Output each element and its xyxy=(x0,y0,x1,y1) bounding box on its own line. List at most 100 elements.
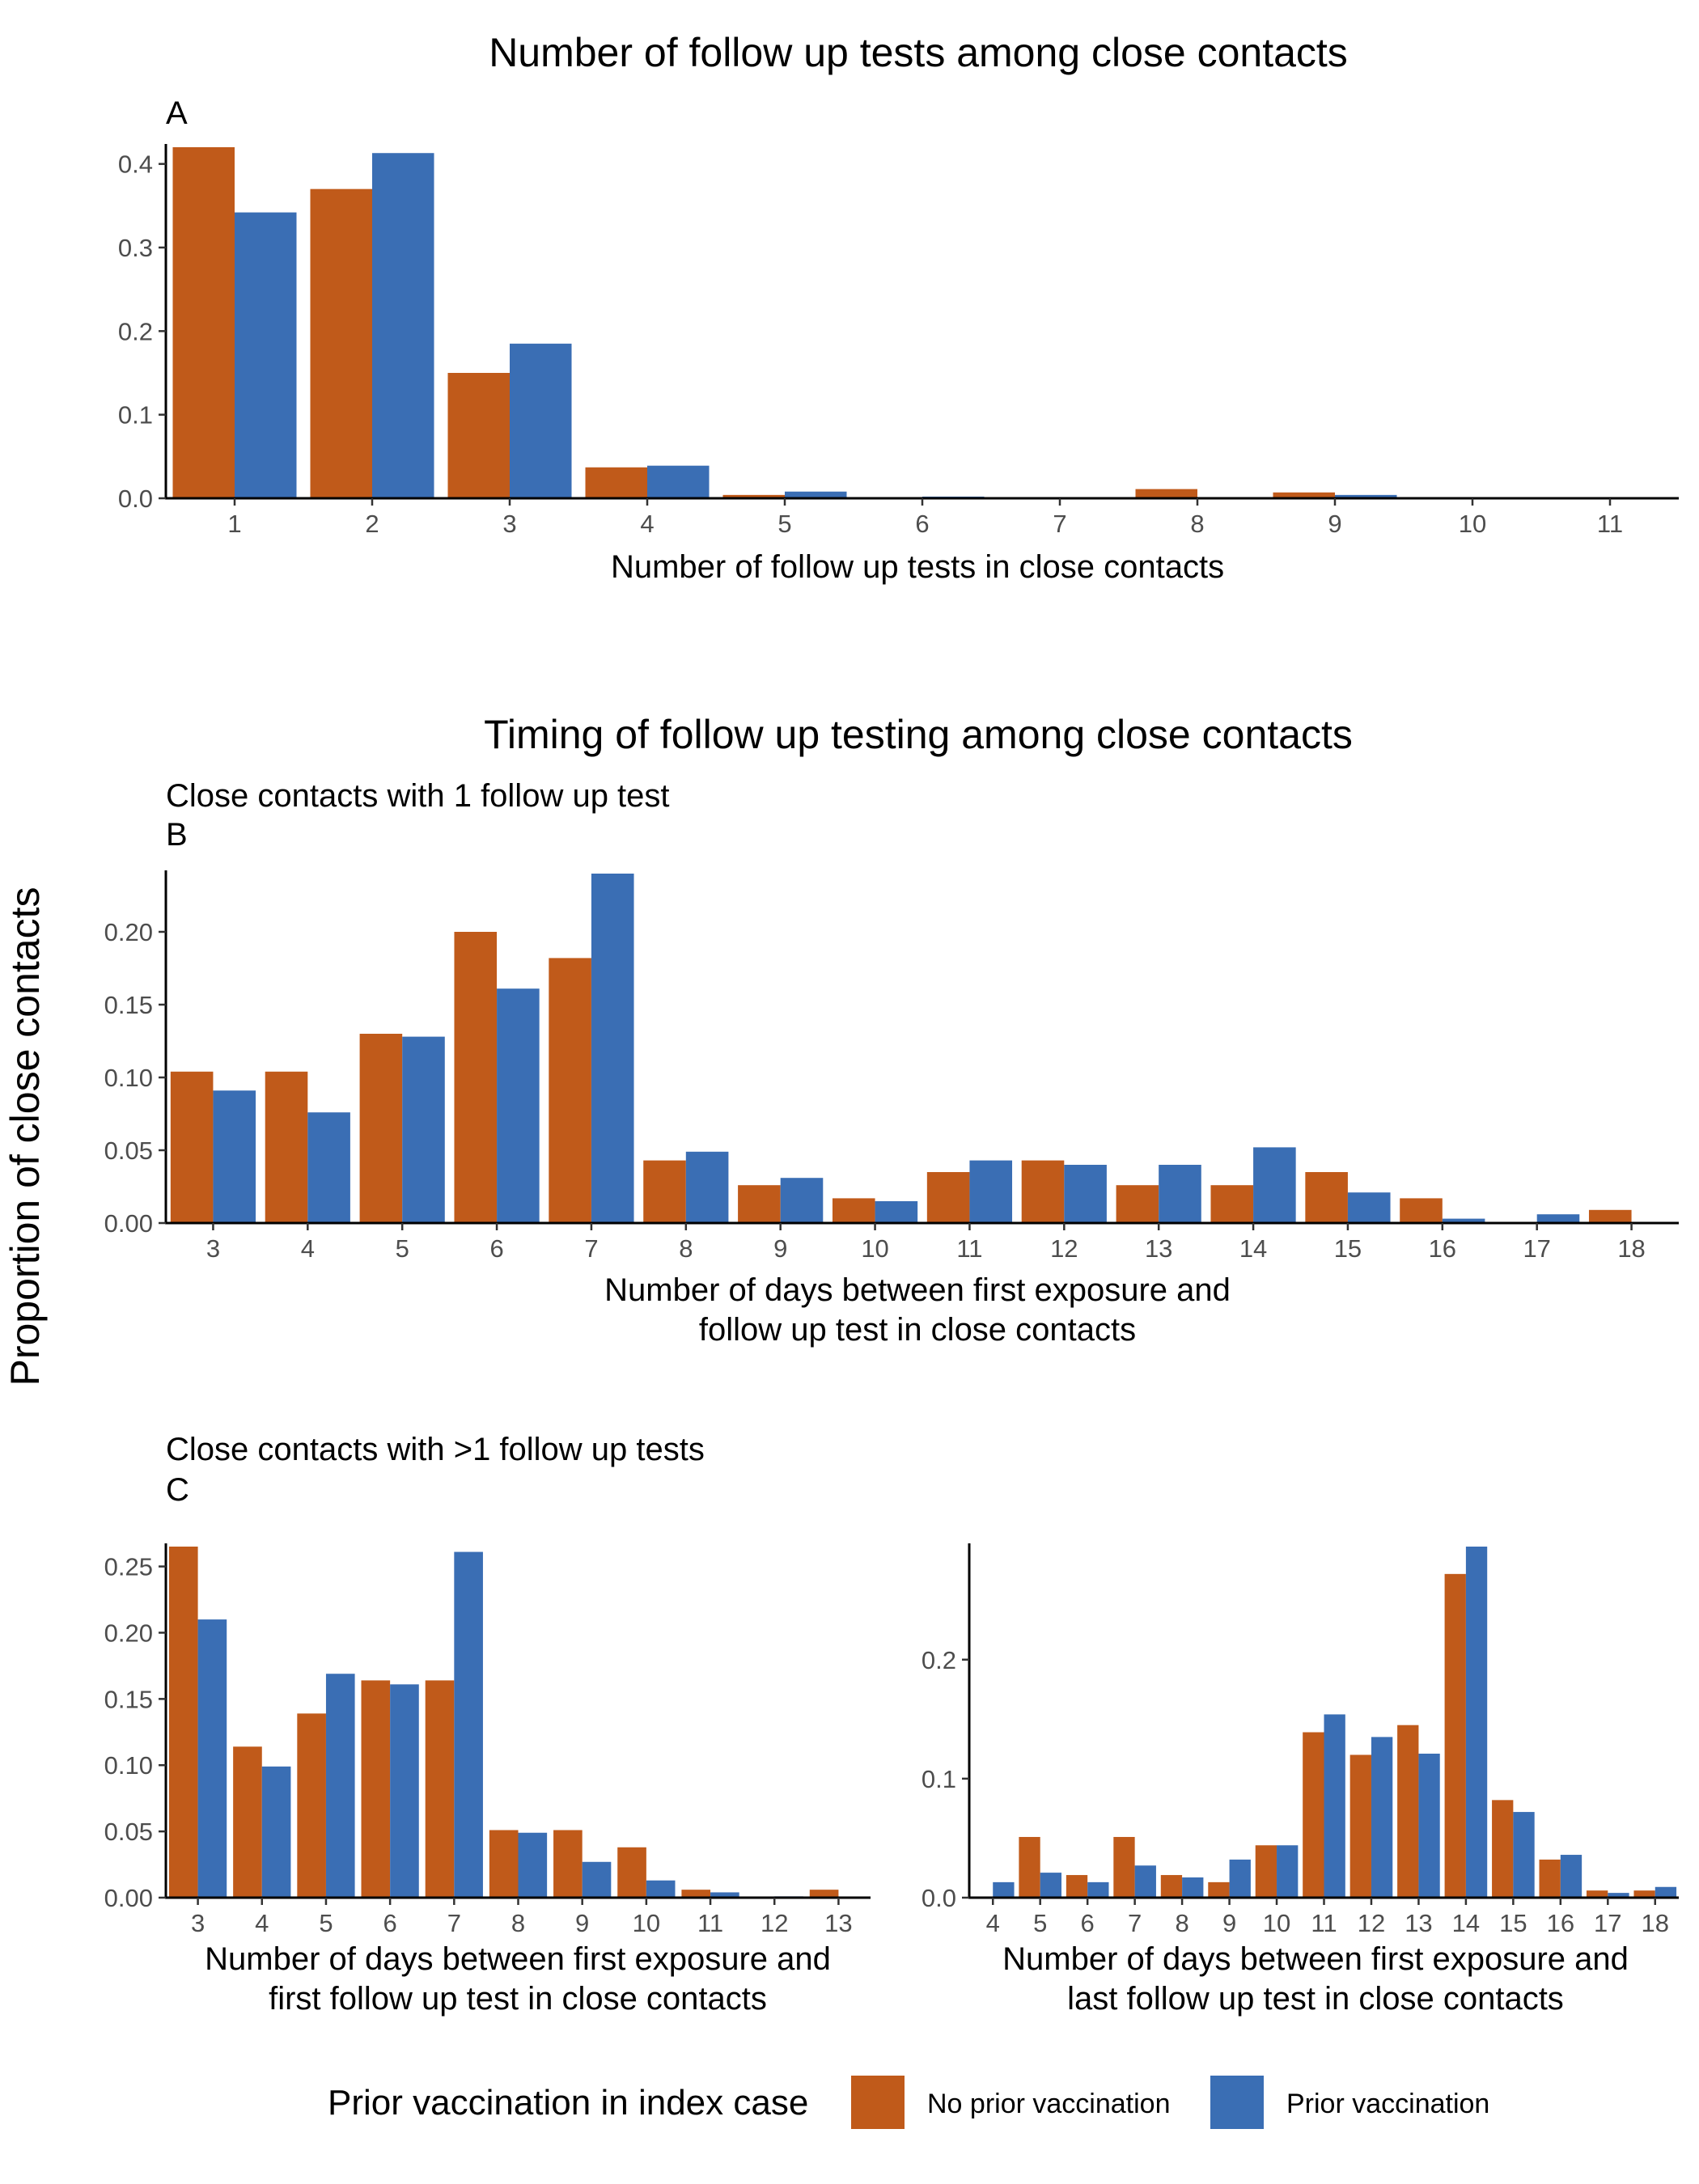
bar-prior-vaccination-9 xyxy=(780,1178,824,1223)
bar-prior-vaccination-9 xyxy=(1335,494,1397,498)
bar-no-prior-vaccination-16 xyxy=(1400,1198,1443,1223)
bar-no-prior-vaccination-17 xyxy=(1586,1890,1608,1898)
panel-c-subtitle: Close contacts with >1 follow up tests xyxy=(166,1432,705,1467)
legend: Prior vaccination in index case No prior… xyxy=(328,2076,1489,2129)
x-tick-label: 5 xyxy=(396,1234,409,1263)
bar-prior-vaccination-8 xyxy=(518,1832,548,1898)
bar-prior-vaccination-8 xyxy=(1182,1877,1204,1898)
panel-c-first-test-axes: 0.00 0.05 0.10 0.15 0.20 0.25 3 4 5 6 7 8 9 10 11 12 13 xyxy=(104,1543,871,1937)
x-tick-label: 6 xyxy=(915,510,929,538)
x-tick-label: 4 xyxy=(986,1909,1000,1937)
bar-no-prior-vaccination-3 xyxy=(447,373,510,498)
y-tick-label: 0.25 xyxy=(104,1553,153,1581)
x-tick-label: 11 xyxy=(1597,510,1623,538)
bar-prior-vaccination-7 xyxy=(1134,1865,1156,1898)
bar-no-prior-vaccination-18 xyxy=(1588,1209,1632,1223)
bar-prior-vaccination-4 xyxy=(307,1112,350,1223)
bar-no-prior-vaccination-13 xyxy=(809,1890,839,1898)
bar-no-prior-vaccination-9 xyxy=(553,1830,583,1898)
x-tick-label: 6 xyxy=(383,1909,397,1937)
panel-a-x-axis-label: Number of follow up tests in close conta… xyxy=(611,549,1224,585)
x-tick-label: 15 xyxy=(1499,1909,1527,1937)
bar-prior-vaccination-1 xyxy=(235,212,297,498)
bar-no-prior-vaccination-4 xyxy=(265,1071,308,1223)
legend-label-no-prior-vaccination: No prior vaccination xyxy=(927,2089,1170,2119)
x-tick-label: 4 xyxy=(255,1909,269,1937)
y-tick-label: 0.05 xyxy=(104,1136,153,1165)
bar-no-prior-vaccination-13 xyxy=(1397,1725,1419,1898)
bar-prior-vaccination-11 xyxy=(1324,1714,1345,1898)
panel-c-last-x-axis-label-line1: Number of days between first exposure an… xyxy=(1002,1941,1629,1977)
panel-b: Close contacts with 1 follow up test B 0… xyxy=(104,778,1679,1348)
bar-no-prior-vaccination-12 xyxy=(1349,1754,1371,1898)
y-tick-label: 0.00 xyxy=(104,1884,153,1912)
bar-prior-vaccination-13 xyxy=(1159,1165,1201,1223)
y-tick-label: 0.2 xyxy=(922,1646,956,1674)
bar-no-prior-vaccination-13 xyxy=(1116,1185,1159,1223)
y-tick-label: 0.15 xyxy=(104,1685,153,1713)
bar-prior-vaccination-7 xyxy=(454,1551,483,1898)
x-tick-label: 16 xyxy=(1429,1234,1456,1263)
bar-prior-vaccination-4 xyxy=(647,465,710,498)
panel-a-bars xyxy=(172,147,1397,499)
x-tick-label: 9 xyxy=(1222,1909,1236,1937)
legend-label-prior-vaccination: Prior vaccination xyxy=(1286,2089,1489,2119)
bar-no-prior-vaccination-15 xyxy=(1305,1172,1348,1223)
x-tick-label: 9 xyxy=(1328,510,1341,538)
bar-no-prior-vaccination-15 xyxy=(1492,1800,1514,1898)
bar-no-prior-vaccination-8 xyxy=(1160,1875,1183,1898)
x-tick-label: 8 xyxy=(679,1234,693,1263)
x-tick-label: 7 xyxy=(447,1909,461,1937)
panel-b-bars xyxy=(170,874,1632,1223)
bar-prior-vaccination-10 xyxy=(875,1201,918,1223)
x-tick-label: 4 xyxy=(301,1234,315,1263)
bar-prior-vaccination-10 xyxy=(646,1880,676,1898)
bar-no-prior-vaccination-4 xyxy=(233,1746,262,1898)
x-tick-label: 10 xyxy=(1459,510,1486,538)
panel-c-last-test-bars xyxy=(993,1547,1677,1898)
panel-c-last-x-axis-label-line2: last follow up test in close contacts xyxy=(1067,1981,1564,2017)
y-tick-label: 0.1 xyxy=(922,1765,956,1793)
bar-prior-vaccination-12 xyxy=(1064,1165,1107,1223)
figure-title-mid: Timing of follow up testing among close … xyxy=(484,712,1353,757)
y-tick-label: 0.00 xyxy=(104,1209,153,1238)
x-tick-label: 11 xyxy=(1311,1909,1337,1937)
x-tick-label: 17 xyxy=(1594,1909,1621,1937)
bar-prior-vaccination-3 xyxy=(510,343,572,498)
bar-no-prior-vaccination-7 xyxy=(425,1680,455,1898)
bar-no-prior-vaccination-10 xyxy=(617,1847,646,1898)
bar-no-prior-vaccination-3 xyxy=(168,1547,198,1898)
bar-no-prior-vaccination-5 xyxy=(359,1034,403,1223)
bar-prior-vaccination-17 xyxy=(1608,1893,1629,1898)
x-tick-label: 5 xyxy=(1033,1909,1047,1937)
legend-swatch-no-prior-vaccination xyxy=(851,2076,905,2129)
x-tick-label: 8 xyxy=(511,1909,525,1937)
bar-prior-vaccination-7 xyxy=(591,874,634,1223)
bar-no-prior-vaccination-6 xyxy=(361,1680,391,1898)
bar-prior-vaccination-10 xyxy=(1277,1845,1299,1898)
x-tick-label: 7 xyxy=(1053,510,1066,538)
bar-no-prior-vaccination-8 xyxy=(1135,489,1197,498)
bar-prior-vaccination-15 xyxy=(1513,1812,1535,1898)
bar-prior-vaccination-17 xyxy=(1536,1214,1580,1223)
bar-no-prior-vaccination-11 xyxy=(926,1172,970,1223)
x-tick-label: 5 xyxy=(777,510,791,538)
bar-no-prior-vaccination-11 xyxy=(681,1890,711,1898)
panel-c-first-x-axis-label-line2: first follow up test in close contacts xyxy=(269,1981,767,2017)
bar-prior-vaccination-11 xyxy=(710,1892,739,1898)
bar-no-prior-vaccination-7 xyxy=(1113,1836,1135,1898)
x-tick-label: 18 xyxy=(1617,1234,1645,1263)
bar-prior-vaccination-6 xyxy=(1087,1881,1109,1898)
y-tick-label: 0.15 xyxy=(104,991,153,1019)
legend-title: Prior vaccination in index case xyxy=(328,2083,808,2123)
panel-c-first-test-bars xyxy=(168,1547,839,1898)
bar-no-prior-vaccination-2 xyxy=(310,188,372,499)
x-tick-label: 14 xyxy=(1239,1234,1267,1263)
figure-y-axis-label: Proportion of close contacts xyxy=(2,887,48,1386)
bar-no-prior-vaccination-10 xyxy=(832,1198,875,1223)
y-tick-label: 0.20 xyxy=(104,918,153,946)
panel-c-tag: C xyxy=(166,1472,189,1508)
bar-no-prior-vaccination-7 xyxy=(549,958,591,1223)
y-tick-label: 0.4 xyxy=(118,150,153,179)
